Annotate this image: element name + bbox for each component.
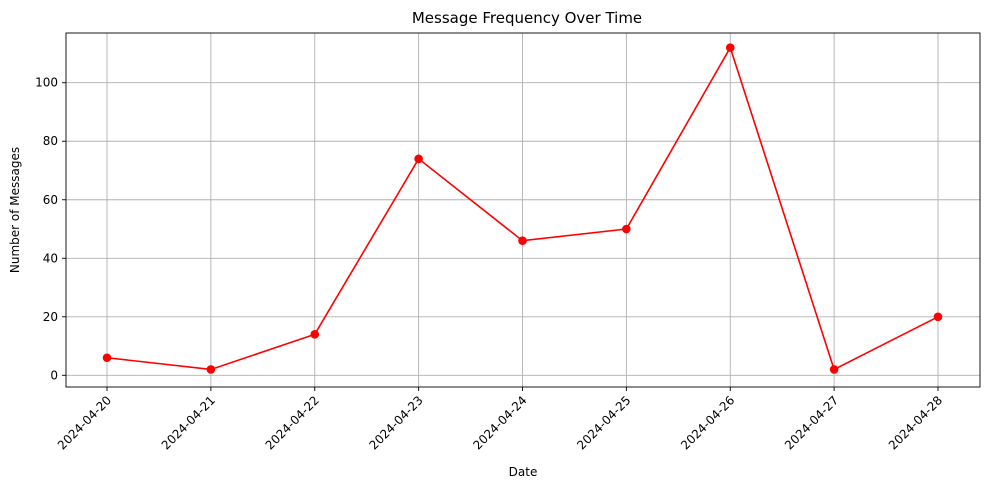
grid-layer [66, 33, 980, 387]
y-tick-layer: 0 20 40 60 80 100 [35, 76, 66, 382]
y-axis-label: Number of Messages [8, 147, 22, 273]
data-point [414, 154, 423, 164]
x-tick-label: 2024-04-21 [159, 393, 218, 452]
y-tick-label: 20 [43, 310, 58, 324]
data-point [829, 365, 839, 374]
series-layer [102, 43, 943, 374]
x-axis-label: Date [509, 465, 538, 479]
y-tick-label: 0 [50, 368, 58, 382]
data-point [102, 353, 112, 363]
x-tick-label: 2024-04-26 [678, 393, 737, 452]
data-point [518, 236, 527, 246]
x-tick-label: 2024-04-20 [55, 393, 114, 452]
x-tick-label: 2024-04-25 [574, 393, 633, 452]
chart-title: Message Frequency Over Time [412, 9, 642, 27]
x-tick-label: 2024-04-22 [263, 393, 322, 452]
data-point [310, 330, 320, 339]
x-tick-label: 2024-04-23 [367, 393, 426, 452]
plot-frame [65, 32, 981, 388]
y-tick-label: 40 [43, 251, 58, 265]
x-tick-label: 2024-04-24 [470, 393, 529, 452]
x-tick-layer: 2024-04-20 2024-04-21 2024-04-22 2024-04-23… [55, 387, 945, 452]
y-tick-label: 60 [43, 193, 58, 207]
data-point [725, 43, 735, 52]
x-tick-label: 2024-04-27 [782, 393, 841, 452]
y-tick-label: 80 [43, 134, 58, 148]
x-tick-label: 2024-04-28 [886, 393, 945, 452]
data-point [206, 365, 216, 374]
data-point [933, 312, 943, 322]
y-tick-label: 100 [35, 76, 58, 90]
data-point [622, 224, 631, 234]
